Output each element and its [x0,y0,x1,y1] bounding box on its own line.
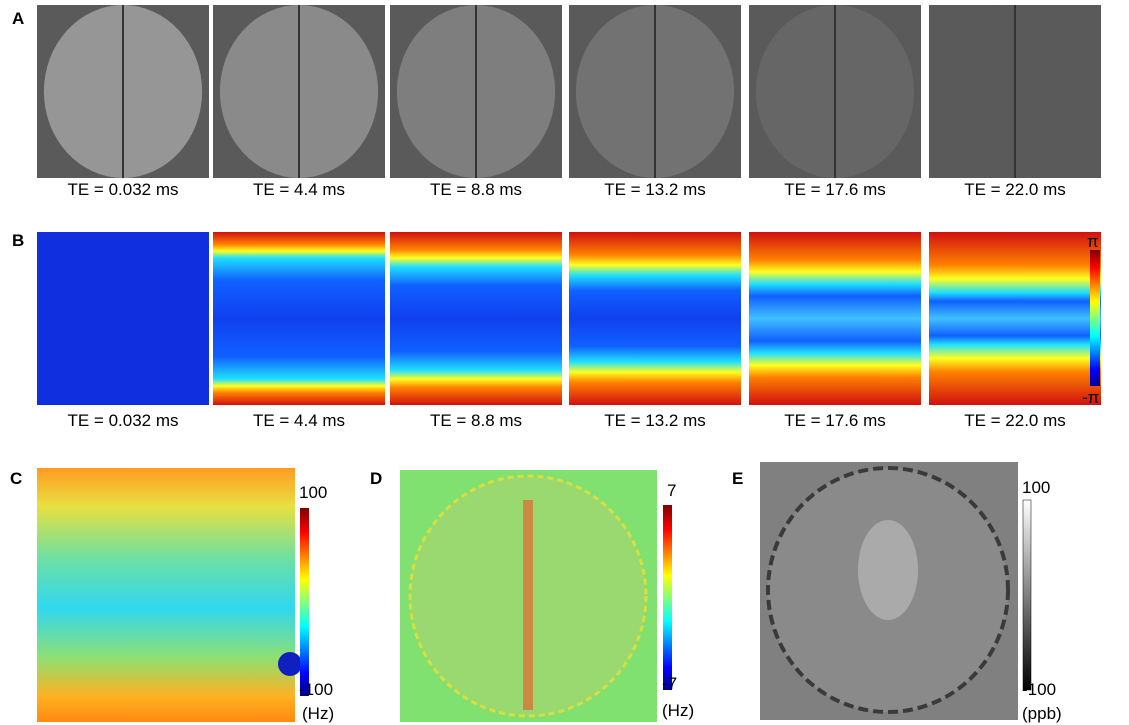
phase-image [569,232,741,405]
colorbar [663,505,672,690]
caption: TE = 8.8 ms [430,411,522,430]
colorbar [1090,250,1100,386]
colorbar-unit: (Hz) [662,701,694,720]
colorbar-max: π [1087,232,1099,251]
colorbar-max: 7 [667,481,676,500]
caption: TE = 17.6 ms [784,411,886,430]
colorbar-min: -π [1082,388,1099,407]
caption: TE = 0.032 ms [67,411,178,430]
caption: TE = 13.2 ms [604,180,706,199]
colorbar-max: 100 [1022,478,1050,497]
colorbar-max: 100 [299,483,327,502]
panel-label: A [12,9,24,28]
caption: TE = 0.032 ms [67,180,178,199]
colorbar-unit: (ppb) [1022,704,1062,723]
phase-image [929,232,1101,405]
artifact [278,652,302,676]
caption: TE = 22.0 ms [964,180,1066,199]
field-map [37,468,295,722]
caption: TE = 4.4 ms [253,180,345,199]
phase-image [37,232,209,405]
colorbar-min: -100 [299,680,333,699]
caption: TE = 22.0 ms [964,411,1066,430]
panel-label: C [10,469,22,488]
panel-label: E [732,469,743,488]
colorbar-unit: (Hz) [302,704,334,723]
colorbar-min: -100 [1022,680,1056,699]
phase-image [749,232,921,405]
midline [523,500,533,710]
caption: TE = 8.8 ms [430,180,522,199]
phase-image [390,232,562,405]
colorbar [300,508,309,696]
panel-label: D [370,469,382,488]
caption: TE = 13.2 ms [604,411,706,430]
caption: TE = 4.4 ms [253,411,345,430]
colorbar [1022,499,1032,691]
phase-image [213,232,385,405]
panel-label: B [12,231,24,250]
caption: TE = 17.6 ms [784,180,886,199]
colorbar-min: -7 [662,674,677,693]
white-matter [858,520,918,620]
